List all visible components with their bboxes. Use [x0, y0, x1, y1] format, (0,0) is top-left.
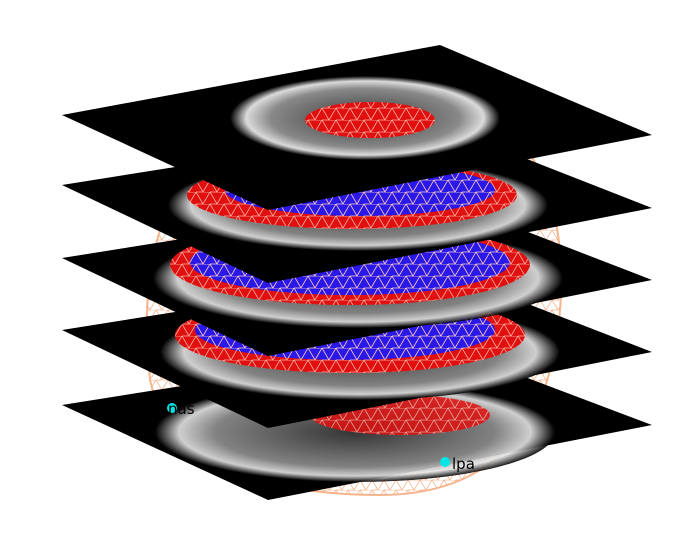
- fiducial-label-lpa: lpa: [452, 455, 475, 473]
- fiducial-lpa[interactable]: lpa: [440, 455, 475, 473]
- fiducial-marker-icon: [440, 457, 450, 467]
- fiducial-nas[interactable]: nas: [167, 400, 195, 418]
- mri-slice-5: [62, 45, 652, 210]
- fiducial-marker-icon: [167, 403, 177, 413]
- fiducial-label-nas: nas: [168, 400, 195, 418]
